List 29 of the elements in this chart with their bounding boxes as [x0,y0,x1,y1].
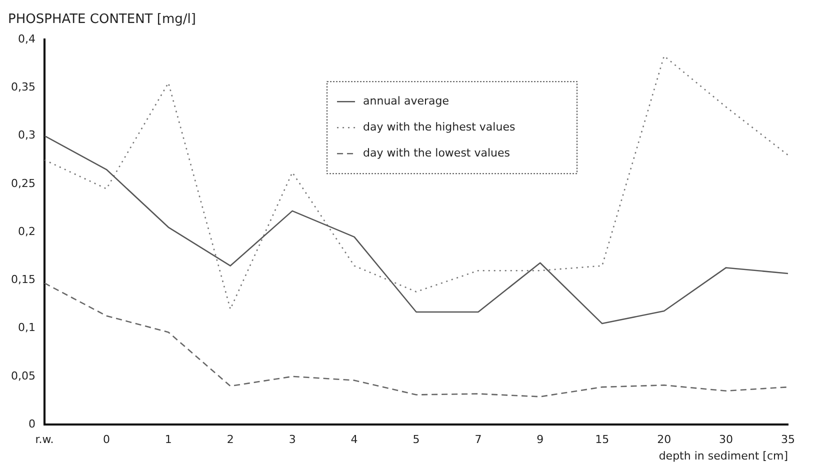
line-series [44,282,789,398]
y-tick-label: 0,2 [18,224,36,238]
x-tick-label: 15 [595,433,610,446]
x-tick-label: 4 [350,433,358,446]
x-tick-label: 9 [536,433,544,446]
x-axis-title: depth in sediment [cm] [658,449,788,462]
chart-title: PHOSPHATE CONTENT [mg/l] [8,12,196,28]
y-tick-label: 0,1 [18,321,36,334]
y-tick-label: 0,15 [10,273,36,286]
legend-label: day with the highest values [363,120,516,134]
y-tick-label: 0,35 [10,80,36,94]
y-tick-label: 0,3 [18,128,36,142]
x-tick-label: 35 [781,433,795,446]
legend-label: annual average [363,94,450,108]
x-tick-label: 30 [719,433,734,446]
y-tick-label: 0 [28,417,36,430]
line-series [44,55,789,310]
x-tick-label: 2 [226,433,234,446]
x-tick-label: r.w. [35,433,54,446]
x-tick-label: 20 [657,433,672,446]
legend-label: day with the lowest values [363,146,510,160]
y-tick-label: 0,05 [10,369,36,382]
x-tick-label: 0 [102,433,110,446]
x-tick-label: 1 [164,433,172,446]
y-tick-label: 0,4 [18,32,36,46]
x-tick-label: 3 [288,433,296,446]
x-tick-label: 5 [412,433,420,446]
y-tick-label: 0,25 [10,176,36,190]
x-tick-label: 7 [474,433,482,446]
